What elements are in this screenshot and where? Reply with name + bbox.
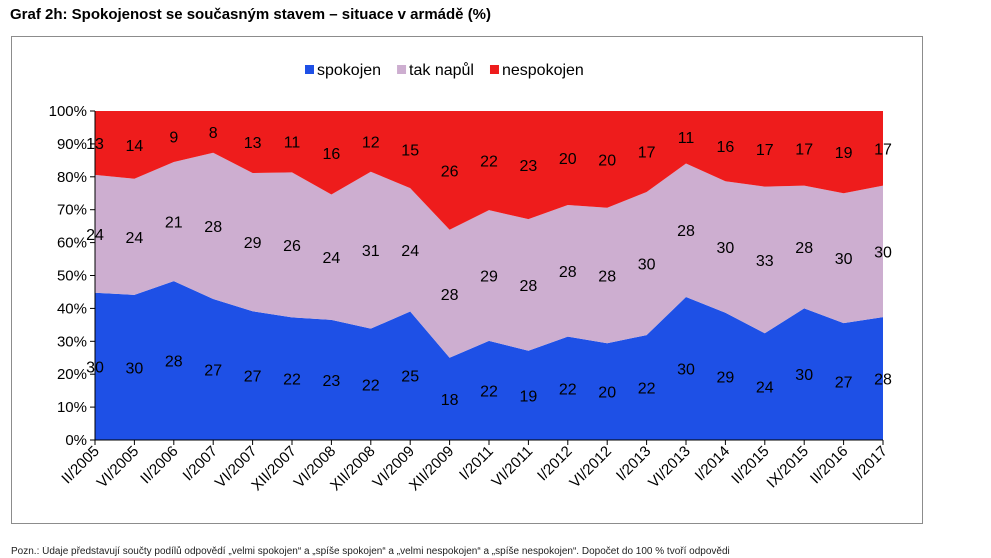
data-label: 9 xyxy=(169,130,178,147)
data-label-layer: 30 24 13 30 24 14 28 21 9 27 28 8 27 29 13 22 26 11 23 24 16… xyxy=(86,125,892,409)
data-label: 22 xyxy=(362,377,380,394)
data-label: 11 xyxy=(284,135,301,152)
data-label: 30 xyxy=(835,251,853,268)
data-label: 30 xyxy=(126,360,144,377)
data-label: 28 xyxy=(441,287,459,304)
data-label: 29 xyxy=(717,369,735,386)
data-label: 23 xyxy=(323,373,341,390)
footnote: Pozn.: Údaje představují součty podílů o… xyxy=(11,546,730,557)
data-label: 20 xyxy=(598,152,616,169)
x-tick-label: VI/2005 xyxy=(94,443,143,492)
data-label: 14 xyxy=(126,138,144,155)
data-label: 22 xyxy=(480,383,498,400)
data-label: 21 xyxy=(165,215,183,232)
data-label: 30 xyxy=(677,361,695,378)
data-label: 13 xyxy=(86,136,104,153)
data-label: 24 xyxy=(401,243,419,260)
y-tick-label: 100% xyxy=(49,103,87,120)
data-label: 28 xyxy=(165,354,183,371)
data-label: 8 xyxy=(209,125,218,142)
data-label: 20 xyxy=(598,385,616,402)
data-label: 24 xyxy=(756,380,774,397)
legend-swatch xyxy=(305,65,314,74)
data-label: 16 xyxy=(323,146,341,163)
data-label: 18 xyxy=(441,392,459,409)
y-tick-label: 80% xyxy=(57,169,87,186)
data-label: 30 xyxy=(874,244,892,261)
data-label: 30 xyxy=(717,240,735,257)
data-label: 17 xyxy=(756,142,774,159)
data-label: 22 xyxy=(283,372,301,389)
data-label: 26 xyxy=(441,163,459,180)
x-tick-label: VI/2011 xyxy=(488,443,536,491)
y-tick-label: 60% xyxy=(57,235,87,252)
y-tick-label: 90% xyxy=(57,136,87,153)
data-label: 22 xyxy=(559,381,577,398)
data-label: 30 xyxy=(638,257,656,274)
data-label: 26 xyxy=(283,238,301,255)
legend-swatch xyxy=(489,65,499,74)
data-label: 17 xyxy=(874,141,892,158)
data-label: 20 xyxy=(559,151,577,168)
y-tick-label: 40% xyxy=(57,300,87,317)
y-tick-label: 0% xyxy=(65,432,87,449)
chart-title: Graf 2h: Spokojenost se současným stavem… xyxy=(10,6,492,23)
legend-entry: tak napůl xyxy=(409,61,474,79)
x-tick-label: I/2014 xyxy=(692,443,734,485)
x-tick-label: II/2006 xyxy=(137,443,181,487)
data-label: 28 xyxy=(598,269,616,286)
stacked-area-chart: 0%10%20%30%40%50%60%70%80%90%100%II/2005… xyxy=(49,61,892,494)
data-label: 27 xyxy=(204,363,222,380)
data-label: 17 xyxy=(795,141,813,158)
data-label: 30 xyxy=(86,359,104,376)
legend-swatch xyxy=(397,65,407,74)
x-tick-label: IX/2015 xyxy=(763,443,812,492)
y-tick-label: 70% xyxy=(57,202,87,219)
area-series-2 xyxy=(95,111,883,230)
legend-entry: nespokojen xyxy=(502,62,584,79)
data-label: 28 xyxy=(677,223,695,240)
chart-frame: 0% 10% 20% 30% 40% 50% 60% 70% 80% 90% 100% II/2005… xyxy=(11,36,923,524)
data-label: 22 xyxy=(638,381,656,398)
data-label: 28 xyxy=(795,240,813,257)
data-label: 17 xyxy=(638,145,656,162)
data-label: 28 xyxy=(520,278,538,295)
data-label: 27 xyxy=(835,375,853,392)
data-label: 28 xyxy=(559,264,577,281)
data-label: 24 xyxy=(323,250,341,267)
data-label: 13 xyxy=(244,135,262,152)
legend-entry: spokojen xyxy=(317,62,381,79)
data-label: 30 xyxy=(795,367,813,384)
data-label: 33 xyxy=(756,253,774,270)
data-label: 29 xyxy=(480,269,498,286)
data-label: 19 xyxy=(520,388,538,405)
data-label: 19 xyxy=(835,145,853,162)
area-layer xyxy=(95,111,883,440)
y-tick-label: 30% xyxy=(57,333,87,350)
x-tick-label: VI/2013 xyxy=(645,443,694,492)
y-tick-label: 50% xyxy=(57,268,87,285)
data-label: 23 xyxy=(520,158,538,175)
x-tick-label: VI/2012 xyxy=(566,443,615,492)
data-label: 28 xyxy=(874,372,892,389)
y-tick-label: 10% xyxy=(57,399,87,416)
data-label: 16 xyxy=(717,139,735,156)
data-label: 11 xyxy=(678,130,695,147)
data-label: 24 xyxy=(86,227,104,244)
data-label: 24 xyxy=(126,230,144,247)
data-label: 29 xyxy=(244,235,262,252)
area-series-0 xyxy=(95,281,883,440)
data-label: 22 xyxy=(480,154,498,171)
data-label: 28 xyxy=(204,219,222,236)
data-label: 27 xyxy=(244,369,262,386)
data-label: 31 xyxy=(362,243,380,260)
data-label: 25 xyxy=(401,369,419,386)
data-label: 15 xyxy=(401,143,419,160)
x-tick-label: I/2017 xyxy=(849,443,891,485)
y-tick-label: 20% xyxy=(57,366,87,383)
x-tick-label: II/2016 xyxy=(807,443,851,487)
data-label: 12 xyxy=(362,134,380,151)
legend: spokojen tak napůl nespokojen xyxy=(305,61,584,79)
area-series-1 xyxy=(95,152,883,358)
